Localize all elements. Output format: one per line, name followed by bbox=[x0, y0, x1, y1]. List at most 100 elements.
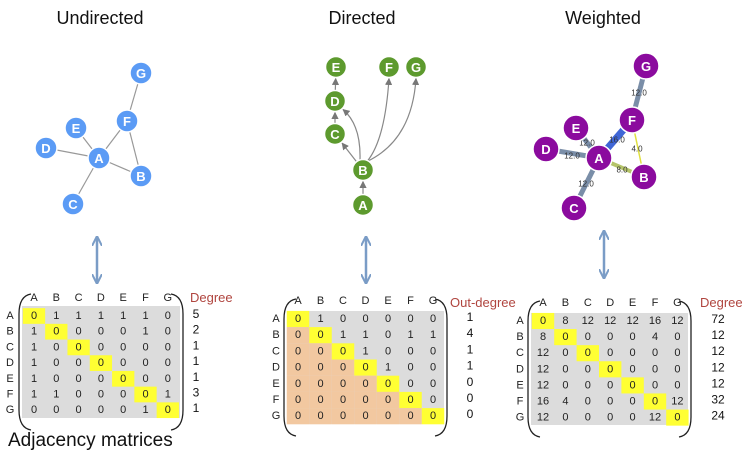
matrix-cell: 0 bbox=[165, 310, 171, 322]
diagonal-cell bbox=[134, 386, 157, 403]
matrix-cell: 0 bbox=[340, 378, 346, 390]
lower-cell bbox=[376, 391, 400, 409]
row-header: A bbox=[272, 313, 280, 325]
degree-value: 0 bbox=[467, 375, 474, 389]
matrix-cell: 0 bbox=[120, 389, 126, 401]
node-C: C bbox=[61, 192, 85, 216]
matrix-cell: 0 bbox=[362, 362, 368, 374]
node-label: F bbox=[385, 60, 393, 75]
matrix-cell: 0 bbox=[630, 379, 636, 391]
degree-header: Out-degree bbox=[450, 295, 516, 310]
matrix-cell: 12 bbox=[671, 315, 683, 327]
node-circle bbox=[323, 89, 347, 113]
lower-cell bbox=[309, 391, 332, 409]
diagonal-cell bbox=[643, 393, 667, 410]
node-label: D bbox=[330, 94, 339, 109]
matrix-cell: 0 bbox=[165, 404, 171, 416]
node-B: B bbox=[630, 163, 658, 191]
matrix-cell: 1 bbox=[31, 326, 37, 338]
matrix-cell: 0 bbox=[674, 363, 680, 375]
matrix-cell: 0 bbox=[76, 389, 82, 401]
matrix-cell: 0 bbox=[98, 357, 104, 369]
diagonal-cell bbox=[554, 329, 577, 346]
degree-value: 5 bbox=[193, 307, 200, 321]
matrix-cell: 0 bbox=[317, 378, 323, 390]
caption: Adjacency matrices bbox=[8, 430, 173, 451]
matrix-cell: 0 bbox=[317, 345, 323, 357]
node-label: E bbox=[332, 60, 341, 75]
diagonal-cell bbox=[621, 377, 644, 394]
matrix-cell: 12 bbox=[537, 347, 549, 359]
row-header: D bbox=[6, 357, 14, 369]
node-A: A bbox=[351, 193, 375, 217]
matrix-cell: 1 bbox=[142, 326, 148, 338]
degree-value: 12 bbox=[711, 344, 725, 358]
column-header: F bbox=[652, 297, 659, 309]
matrix-cell: 0 bbox=[31, 310, 37, 322]
degree-value: 0 bbox=[467, 391, 474, 405]
matrix-cell: 0 bbox=[585, 412, 591, 424]
column-header: A bbox=[30, 292, 38, 304]
node-circle bbox=[115, 109, 139, 133]
matrix-cell: 0 bbox=[340, 394, 346, 406]
matrix-cell: 0 bbox=[607, 331, 613, 343]
degree-value: 1 bbox=[193, 370, 200, 384]
matrix-cell: 1 bbox=[142, 310, 148, 322]
degree-value: 24 bbox=[711, 409, 725, 423]
matrix-cell: 0 bbox=[385, 378, 391, 390]
node-B: B bbox=[129, 164, 153, 188]
matrix-cell: 0 bbox=[317, 410, 323, 422]
lower-cell bbox=[376, 408, 400, 425]
degree-value: 3 bbox=[193, 386, 200, 400]
matrix-cell: 0 bbox=[98, 404, 104, 416]
row-header: E bbox=[516, 379, 523, 391]
matrix-cell: 0 bbox=[562, 412, 568, 424]
degree-header: Degree bbox=[190, 290, 233, 305]
matrix-cell: 0 bbox=[362, 378, 368, 390]
matrix-bracket-left bbox=[283, 298, 297, 437]
matrix-cell: 0 bbox=[585, 396, 591, 408]
matrix-cell: 0 bbox=[385, 394, 391, 406]
node-label: D bbox=[541, 142, 550, 157]
column-header: E bbox=[384, 295, 391, 307]
matrix-cell: 0 bbox=[295, 410, 301, 422]
column-header: E bbox=[120, 292, 127, 304]
matrix-cell: 0 bbox=[31, 404, 37, 416]
matrix-cell: 0 bbox=[385, 345, 391, 357]
matrix-cell: 1 bbox=[362, 345, 368, 357]
node-circle bbox=[377, 55, 401, 79]
matrix-cell: 0 bbox=[407, 410, 413, 422]
node-C: C bbox=[560, 194, 588, 222]
matrix-cell: 0 bbox=[674, 412, 680, 424]
edge-weight-label: 12.0 bbox=[579, 139, 595, 148]
lower-cell bbox=[331, 408, 355, 425]
diagonal-cell bbox=[599, 361, 622, 378]
node-circle bbox=[87, 146, 111, 170]
matrix-cell: 1 bbox=[76, 310, 82, 322]
matrix-cell: 0 bbox=[430, 313, 436, 325]
node-circle bbox=[34, 136, 58, 160]
row-header: E bbox=[272, 378, 279, 390]
degree-value: 1 bbox=[193, 401, 200, 415]
node-label: A bbox=[94, 151, 104, 166]
matrix-cell: 0 bbox=[120, 357, 126, 369]
matrix-cell: 12 bbox=[537, 363, 549, 375]
node-circle bbox=[64, 116, 88, 140]
matrix-cell: 1 bbox=[165, 389, 171, 401]
matrix-cell: 0 bbox=[142, 389, 148, 401]
matrix-cell: 0 bbox=[407, 362, 413, 374]
column-header: D bbox=[606, 297, 614, 309]
column-header: B bbox=[317, 295, 324, 307]
matrix-cell: 0 bbox=[562, 379, 568, 391]
matrix-cell: 4 bbox=[652, 331, 658, 343]
matrix-cell: 0 bbox=[295, 362, 301, 374]
lower-cell bbox=[354, 408, 377, 425]
row-header: B bbox=[6, 326, 13, 338]
row-header: D bbox=[272, 362, 280, 374]
matrix-cell: 0 bbox=[430, 410, 436, 422]
diagonal-cell bbox=[376, 375, 400, 392]
matrix-cell: 4 bbox=[562, 396, 568, 408]
title-undirected: Undirected bbox=[56, 8, 143, 28]
